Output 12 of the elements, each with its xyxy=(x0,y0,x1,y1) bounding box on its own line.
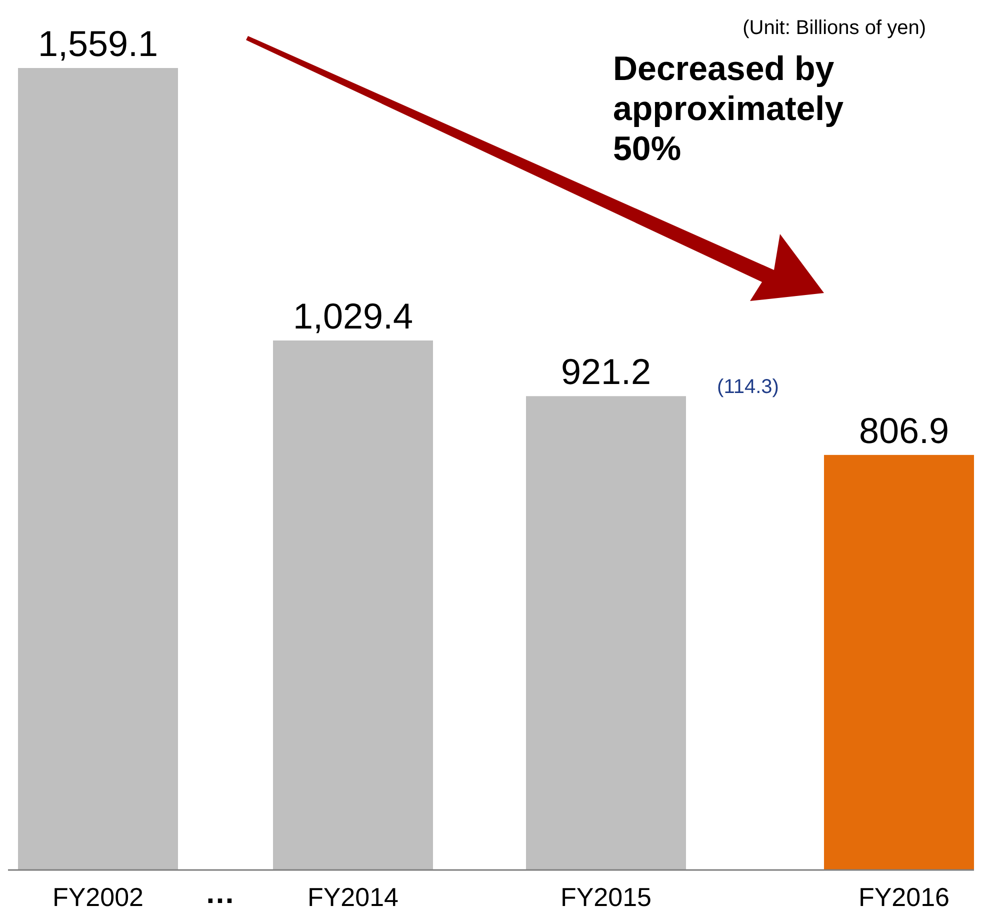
annotation: (114.3) xyxy=(717,376,779,398)
annotation: Decreased by approximately 50% xyxy=(613,50,844,168)
x-tick-label: FY2016 xyxy=(858,882,950,912)
text: (Unit: Billions of yen) xyxy=(742,17,926,39)
data-label: 921.2 xyxy=(560,351,652,392)
x-tick-label: FY2014 xyxy=(307,882,399,912)
text: … xyxy=(205,877,235,910)
x-tick-label: FY2002 xyxy=(52,882,144,912)
data-label: 1,029.4 xyxy=(292,295,414,336)
data-label: 1,559.1 xyxy=(38,23,158,64)
data-label: 806.9 xyxy=(858,410,950,451)
x-tick-label: FY2015 xyxy=(560,882,652,912)
